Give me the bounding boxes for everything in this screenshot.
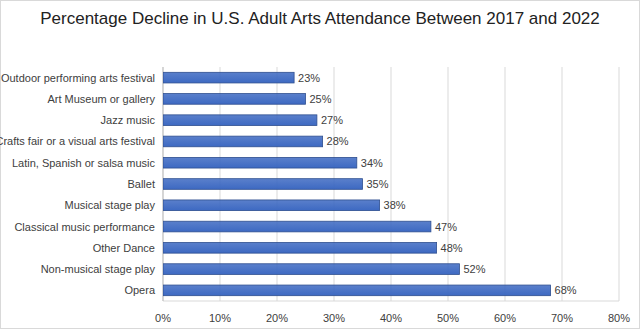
grid-line <box>562 67 563 301</box>
bar <box>163 264 459 275</box>
chart-svg: 0% 10% 20% 30% 40% 50% 60% 70% 80% Outdoor perfor… <box>0 0 640 329</box>
category-label: Latin, Spanish or salsa music <box>12 157 156 169</box>
x-tick-label: 0% <box>155 312 171 324</box>
bar <box>163 243 437 254</box>
data-label: 52% <box>463 263 485 275</box>
bar <box>163 157 357 168</box>
data-label: 28% <box>327 135 349 147</box>
x-tick-label: 20% <box>266 312 288 324</box>
category-label: Classical music performance <box>14 221 155 233</box>
category-label: Musical stage play <box>65 199 156 211</box>
data-label: 25% <box>310 93 332 105</box>
bar <box>163 221 431 232</box>
bar <box>163 115 317 126</box>
grid-line <box>505 67 506 301</box>
category-label: Ballet <box>127 178 155 190</box>
chart-title: Percentage Decline in U.S. Adult Arts At… <box>40 8 600 30</box>
data-label: 48% <box>441 242 463 254</box>
x-axis-line <box>163 301 619 302</box>
bars <box>163 72 551 295</box>
x-tick-label: 40% <box>380 312 402 324</box>
bar <box>163 94 306 105</box>
data-label: 23% <box>298 72 320 84</box>
category-label: Outdoor performing arts festival <box>1 72 155 84</box>
bar <box>163 285 551 296</box>
x-tick-label: 60% <box>494 312 516 324</box>
data-label: 35% <box>367 178 389 190</box>
category-label: Other Dance <box>93 242 155 254</box>
x-tick-label: 70% <box>551 312 573 324</box>
x-tick-label: 50% <box>437 312 459 324</box>
data-label: 34% <box>361 157 383 169</box>
x-tick-label: 80% <box>608 312 630 324</box>
x-tick-label: 30% <box>323 312 345 324</box>
grid-line <box>619 67 620 301</box>
bar <box>163 72 294 83</box>
bar <box>163 136 323 147</box>
data-label: 68% <box>555 284 577 296</box>
category-label: Art Museum or gallery <box>47 93 155 105</box>
category-label: Crafts fair or a visual arts festival <box>0 135 155 147</box>
data-label: 27% <box>321 114 343 126</box>
bar <box>163 200 380 211</box>
data-label: 47% <box>435 221 457 233</box>
bar <box>163 179 363 190</box>
category-label: Jazz music <box>101 114 156 126</box>
category-label: Non-musical stage play <box>41 263 156 275</box>
data-label: 38% <box>384 199 406 211</box>
category-label: Opera <box>124 284 155 296</box>
x-tick-label: 10% <box>209 312 231 324</box>
